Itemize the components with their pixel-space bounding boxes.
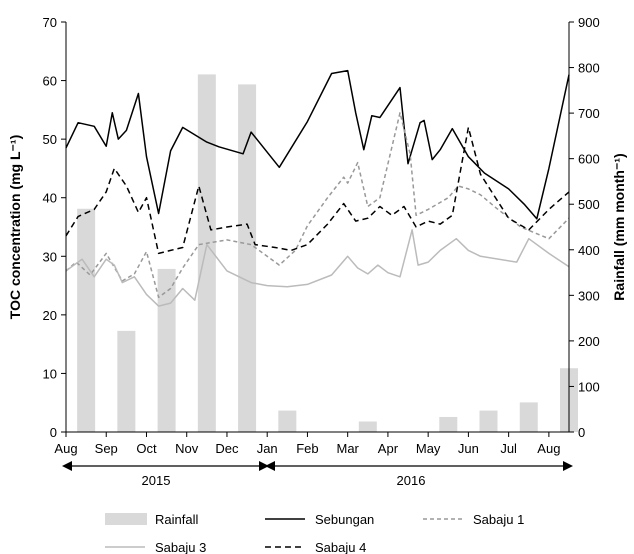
right-tick-label: 500 bbox=[578, 197, 600, 212]
legend-item-sabaju-3: Sabaju 3 bbox=[105, 540, 206, 554]
rainfall-bar bbox=[77, 208, 96, 432]
right-tick-label: 600 bbox=[578, 152, 600, 167]
legend-swatch-rainfall bbox=[105, 513, 147, 525]
rainfall-bar bbox=[157, 268, 176, 432]
rainfall-bar bbox=[479, 410, 498, 432]
rainfall-bar bbox=[358, 421, 377, 432]
x-tick-label: Jan bbox=[257, 441, 278, 456]
legend-label-rainfall: Rainfall bbox=[155, 512, 198, 527]
right-tick-label: 800 bbox=[578, 61, 600, 76]
x-tick-label: Apr bbox=[378, 441, 399, 456]
x-tick-label: Dec bbox=[215, 441, 239, 456]
year-range-2016: 2016 bbox=[265, 461, 573, 488]
left-y-ticks: 0 10 20 30 40 50 60 70 bbox=[43, 15, 66, 440]
right-tick-label: 200 bbox=[578, 334, 600, 349]
legend-item-rainfall: Rainfall bbox=[105, 512, 198, 527]
year-range-2015: 2015 bbox=[62, 461, 269, 488]
series-line-sabaju-4 bbox=[65, 126, 570, 255]
rainfall-bars bbox=[77, 74, 578, 433]
right-axis-title: Rainfall (mm month⁻¹) bbox=[611, 153, 627, 300]
x-tick-label: Nov bbox=[175, 441, 199, 456]
x-tick-label: Aug bbox=[537, 441, 560, 456]
left-tick-label: 60 bbox=[43, 74, 57, 89]
right-tick-label: 900 bbox=[578, 15, 600, 30]
legend-label-sabaju-4: Sabaju 4 bbox=[315, 540, 366, 554]
rainfall-bar bbox=[519, 402, 538, 432]
right-y-ticks: 0 100 200 300 400 500 600 700 800 900 bbox=[569, 15, 600, 440]
x-tick-label: Feb bbox=[296, 441, 318, 456]
x-tick-label: Mar bbox=[336, 441, 359, 456]
arrow-right-icon bbox=[259, 461, 269, 471]
legend-item-sabaju-1: Sabaju 1 bbox=[423, 512, 524, 527]
left-tick-label: 20 bbox=[43, 308, 57, 323]
x-tick-label: Jul bbox=[500, 441, 517, 456]
series-line-sebungan bbox=[65, 69, 570, 220]
year-label-2015: 2015 bbox=[142, 473, 171, 488]
x-tick-label: May bbox=[416, 441, 441, 456]
left-tick-label: 50 bbox=[43, 132, 57, 147]
rainfall-bar bbox=[238, 84, 257, 433]
left-tick-label: 40 bbox=[43, 191, 57, 206]
right-tick-label: 700 bbox=[578, 106, 600, 121]
series-line-sabaju-1 bbox=[65, 112, 570, 299]
x-tick-label: Aug bbox=[54, 441, 77, 456]
x-tick-label: Jun bbox=[458, 441, 479, 456]
arrow-left-icon bbox=[265, 461, 275, 471]
year-label-2016: 2016 bbox=[397, 473, 426, 488]
left-tick-label: 0 bbox=[50, 425, 57, 440]
legend-item-sabaju-4: Sabaju 4 bbox=[265, 540, 366, 554]
legend-label-sabaju-3: Sabaju 3 bbox=[155, 540, 206, 554]
right-tick-label: 100 bbox=[578, 379, 600, 394]
left-tick-label: 30 bbox=[43, 249, 57, 264]
x-tick-label: Sep bbox=[95, 441, 118, 456]
legend-item-sebungan: Sebungan bbox=[265, 512, 374, 527]
right-tick-label: 300 bbox=[578, 288, 600, 303]
right-tick-label: 400 bbox=[578, 243, 600, 258]
right-tick-label: 0 bbox=[578, 425, 585, 440]
arrow-left-icon bbox=[62, 461, 72, 471]
series-lines bbox=[65, 69, 570, 307]
left-axis-title: TOC concentration (mg L⁻¹) bbox=[7, 135, 23, 319]
rainfall-bar bbox=[117, 330, 136, 432]
x-month-ticks: Aug Sep Oct Nov Dec Jan Feb Mar Apr May Jun Jul Aug bbox=[54, 432, 560, 456]
left-tick-label: 10 bbox=[43, 366, 57, 381]
rainfall-bar bbox=[439, 416, 458, 432]
rainfall-bar bbox=[197, 74, 216, 432]
legend-label-sabaju-1: Sabaju 1 bbox=[473, 512, 524, 527]
legend: Rainfall Sebungan Sabaju 1 Sabaju 3 Saba… bbox=[105, 512, 524, 554]
arrow-right-icon bbox=[563, 461, 573, 471]
rainfall-bar bbox=[278, 410, 297, 432]
left-tick-label: 70 bbox=[43, 15, 57, 30]
series-line-sabaju-3 bbox=[65, 229, 570, 307]
x-tick-label: Oct bbox=[136, 441, 157, 456]
legend-label-sebungan: Sebungan bbox=[315, 512, 374, 527]
